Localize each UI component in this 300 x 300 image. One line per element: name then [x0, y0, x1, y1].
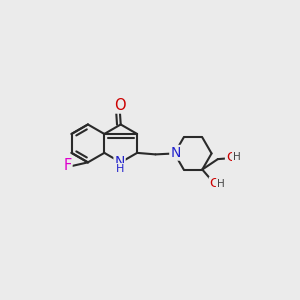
Text: H: H — [116, 164, 124, 174]
Text: N: N — [170, 146, 181, 160]
Text: O: O — [210, 177, 220, 190]
Text: O: O — [114, 98, 125, 113]
Text: H: H — [217, 179, 224, 189]
Text: N: N — [114, 155, 125, 169]
Text: O: O — [226, 151, 236, 164]
Text: H: H — [233, 152, 241, 163]
Text: F: F — [63, 158, 72, 173]
